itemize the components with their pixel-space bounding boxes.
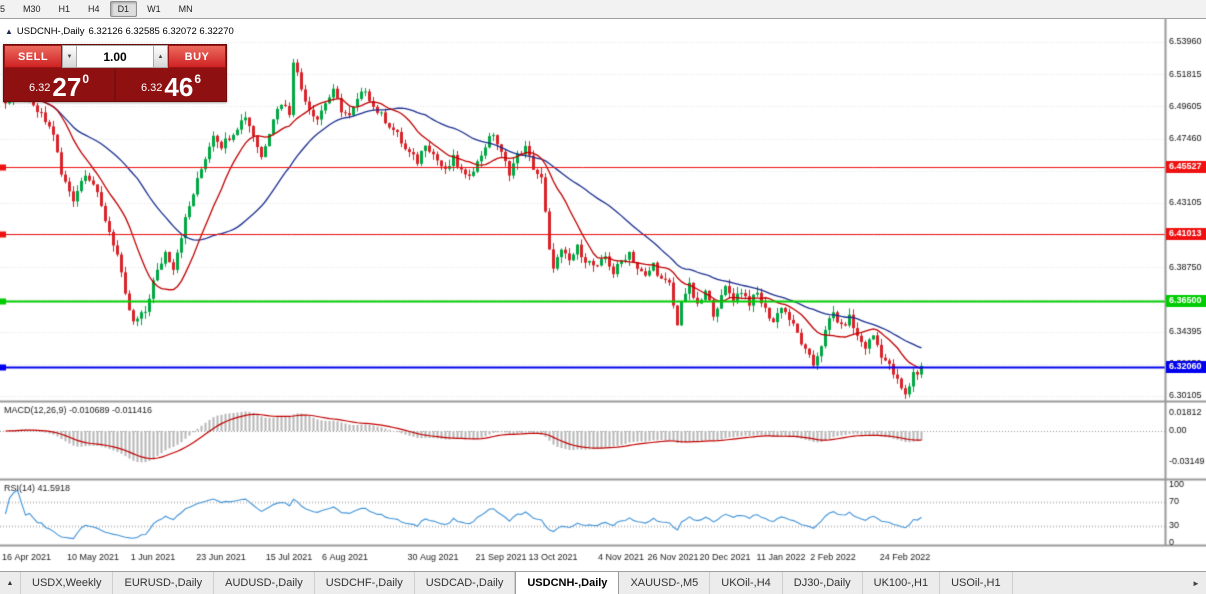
tab-ukoil-h4[interactable]: UKOil-,H4 — [710, 572, 783, 594]
buy-price-base: 6.32 — [140, 82, 163, 94]
timeframe-button-m30[interactable]: M30 — [23, 4, 41, 14]
buy-button[interactable]: BUY — [168, 45, 226, 68]
sell-price-base: 6.32 — [28, 82, 51, 94]
buy-price-button[interactable]: 6.32 46 6 — [114, 68, 226, 101]
sell-price-point: 0 — [82, 72, 90, 86]
volume-increase-button[interactable]: ▲ — [153, 45, 168, 68]
buy-price-point: 6 — [194, 72, 202, 86]
timeframe-button-d1[interactable]: D1 — [109, 1, 138, 17]
tab-usdchf-daily[interactable]: USDCHF-,Daily — [315, 572, 415, 594]
chart-tab-bar: ▲ USDX,Weekly EURUSD-,Daily AUDUSD-,Daily U… — [0, 571, 1206, 594]
chart-region: ▲ USDCNH-,Daily 6.32126 6.32585 6.32072 … — [0, 19, 1206, 571]
tab-usdx-weekly[interactable]: USDX,Weekly — [21, 572, 114, 594]
trade-panel-prices: 6.32 27 0 6.32 46 6 — [4, 68, 226, 101]
timeframe-button-mn[interactable]: MN — [178, 4, 193, 14]
buy-price-pips: 46 — [164, 71, 194, 102]
timeframe-button-h4[interactable]: H4 — [88, 4, 100, 14]
timeframe-button-h1[interactable]: H1 — [58, 4, 71, 14]
tab-usdcad-daily[interactable]: USDCAD-,Daily — [415, 572, 516, 594]
timeframe-toolbar: 5 M30 H1 H4 D1 W1 MN — [0, 0, 1206, 19]
trade-panel-controls: SELL ▼ ▲ BUY — [4, 45, 226, 68]
sell-button[interactable]: SELL — [4, 45, 62, 68]
sell-price-button[interactable]: 6.32 27 0 — [4, 68, 114, 101]
volume-input[interactable] — [77, 45, 153, 68]
volume-decrease-button[interactable]: ▼ — [62, 45, 77, 68]
price-chart-canvas[interactable] — [0, 19, 1206, 571]
tab-usoil-h1[interactable]: USOil-,H1 — [940, 572, 1013, 594]
tab-list-icon[interactable]: ▲ — [0, 572, 21, 594]
chart-tabs: USDX,Weekly EURUSD-,Daily AUDUSD-,Daily USD… — [21, 572, 1013, 594]
tab-eurusd-daily[interactable]: EURUSD-,Daily — [113, 572, 215, 594]
sell-price-pips: 27 — [52, 71, 82, 102]
tab-dj30-daily[interactable]: DJ30-,Daily — [783, 572, 863, 594]
timeframe-button-5[interactable]: 5 — [0, 4, 6, 14]
tab-audusd-daily[interactable]: AUDUSD-,Daily — [214, 572, 315, 594]
tab-xauusd-m5[interactable]: XAUUSD-,M5 — [619, 572, 711, 594]
tab-scroll-right-icon[interactable]: ► — [1192, 578, 1200, 588]
tab-uk100-h1[interactable]: UK100-,H1 — [863, 572, 941, 594]
tab-usdcnh-daily[interactable]: USDCNH-,Daily — [515, 572, 620, 594]
one-click-trading-panel: SELL ▼ ▲ BUY 6.32 27 0 6.32 46 6 — [3, 44, 227, 102]
timeframe-button-w1[interactable]: W1 — [147, 4, 161, 14]
